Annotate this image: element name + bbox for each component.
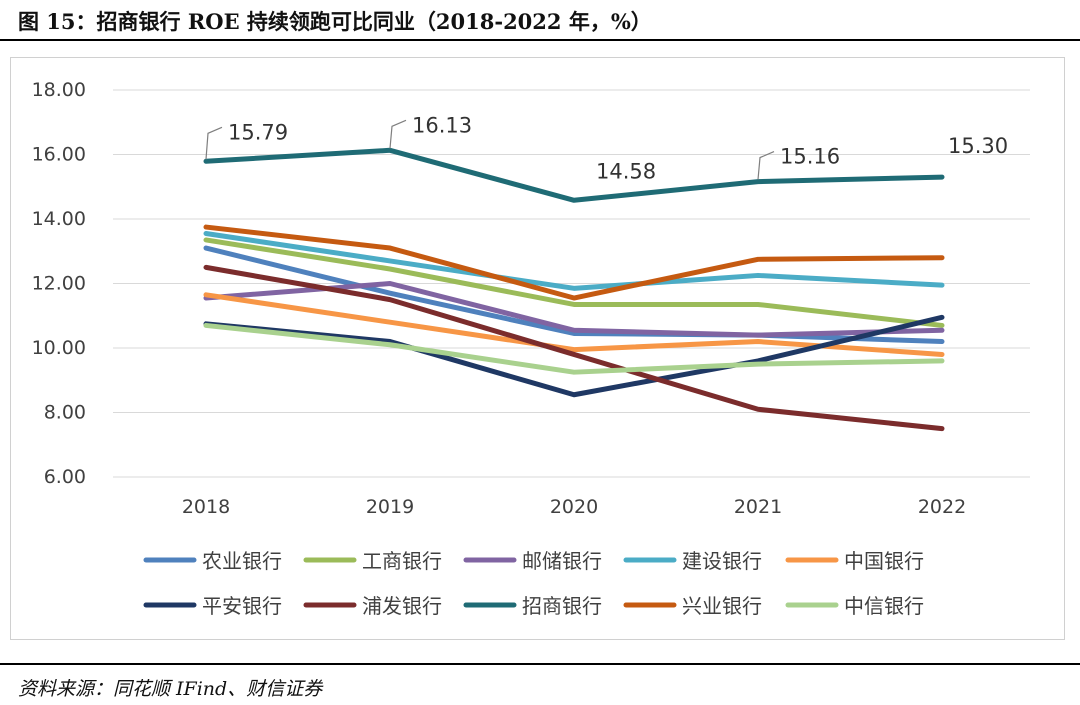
y-tick-label: 14.00 [32, 208, 86, 230]
legend-label: 平安银行 [202, 594, 282, 618]
legend-label: 浦发银行 [362, 594, 442, 618]
data-label: 15.16 [780, 145, 840, 169]
legend-item: 兴业银行 [623, 594, 762, 618]
data-label-leader [205, 126, 223, 160]
x-axis-ticks: 2018 2019 2020 2021 2022 [182, 496, 966, 518]
title-rule [0, 39, 1080, 41]
source-note: 资料来源：同花顺 IFind、财信证券 [18, 678, 323, 700]
x-tick-label: 2019 [366, 496, 414, 518]
data-label-leader [389, 119, 407, 149]
y-tick-label: 8.00 [44, 402, 86, 424]
x-tick-label: 2021 [734, 496, 782, 518]
figure-title: 图 15：招商银行 ROE 持续领跑可比同业（2018-2022 年，%） [18, 9, 652, 34]
series-line-平安银行 [203, 314, 945, 398]
legend-item: 中信银行 [785, 594, 924, 618]
legend-label: 兴业银行 [682, 594, 762, 618]
series-layer [203, 147, 945, 432]
legend-item: 邮储银行 [463, 549, 602, 573]
data-label-leader [757, 151, 775, 180]
legend-item: 工商银行 [303, 549, 442, 573]
legend-item: 建设银行 [623, 549, 762, 573]
y-tick-label: 6.00 [44, 466, 86, 488]
series-line-中信银行 [203, 322, 945, 375]
series-line-建设银行 [203, 231, 945, 291]
legend-item: 中国银行 [785, 549, 924, 573]
y-axis-ticks: 6.00 8.00 10.00 12.00 14.00 16.00 18.00 [32, 79, 86, 488]
data-labels: 15.79 16.13 14.58 15.16 15.30 [205, 113, 1008, 183]
x-tick-label: 2020 [550, 496, 598, 518]
data-label: 14.58 [596, 159, 656, 183]
legend-item: 浦发银行 [303, 594, 442, 618]
legend-item: 平安银行 [143, 594, 282, 618]
legend-label: 建设银行 [682, 549, 762, 573]
legend-item: 农业银行 [143, 549, 282, 573]
source-rule [0, 663, 1080, 665]
y-tick-label: 10.00 [32, 337, 86, 359]
y-tick-label: 12.00 [32, 273, 86, 295]
legend-item: 招商银行 [463, 594, 602, 618]
x-tick-label: 2022 [918, 496, 966, 518]
series-line-兴业银行 [203, 224, 945, 301]
y-tick-label: 16.00 [32, 144, 86, 166]
legend-label: 邮储银行 [522, 549, 602, 573]
series-line-农业银行 [203, 245, 945, 345]
legend-label: 农业银行 [202, 549, 282, 573]
y-tick-label: 18.00 [32, 79, 86, 101]
series-line-工商银行 [203, 237, 945, 328]
data-label: 15.30 [948, 134, 1008, 158]
legend-label: 工商银行 [362, 549, 442, 573]
series-line-浦发银行 [203, 264, 945, 432]
data-label: 16.13 [412, 113, 472, 137]
data-label: 15.79 [228, 120, 288, 144]
series-line-招商银行 [203, 147, 945, 203]
legend-label: 招商银行 [522, 594, 602, 618]
legend-label: 中信银行 [844, 594, 924, 618]
legend-label: 中国银行 [844, 549, 924, 573]
x-tick-label: 2018 [182, 496, 230, 518]
